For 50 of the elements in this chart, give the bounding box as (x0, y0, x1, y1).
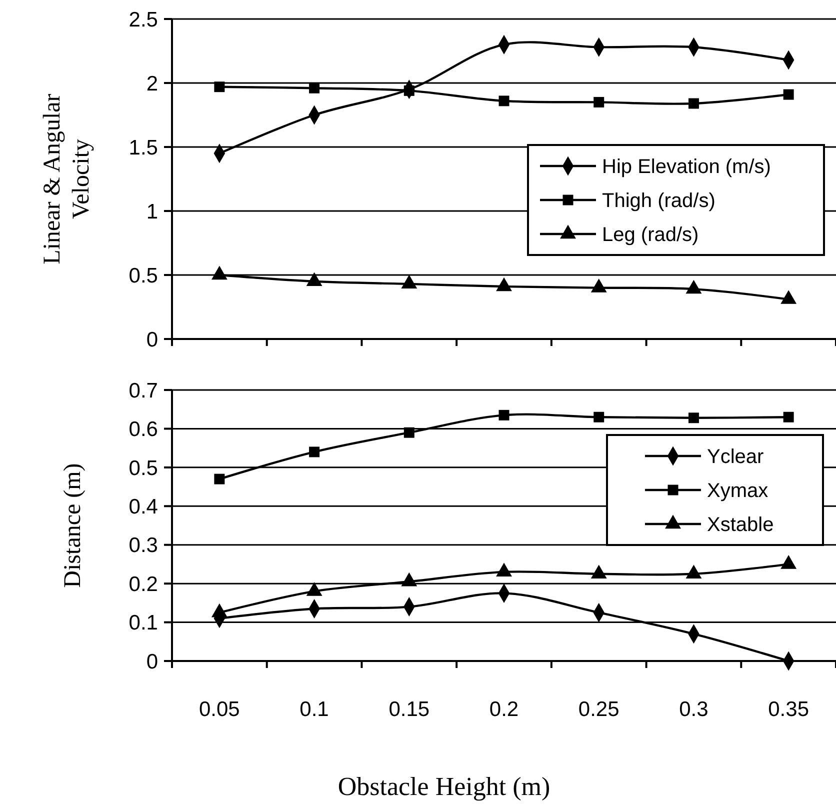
point (780, 290, 797, 304)
y-tick-label: 0.7 (128, 379, 158, 402)
point (783, 89, 794, 100)
y-tick-label: 0 (146, 328, 158, 352)
point (594, 412, 604, 422)
point (498, 410, 510, 420)
x-tick-label: 0.35 (768, 698, 810, 721)
y-tick-label: 0.5 (128, 264, 158, 288)
y-tick-label: 1.5 (128, 136, 158, 160)
y-axis-title: Distance (m) (60, 463, 86, 588)
y-tick-label: 2 (146, 72, 158, 96)
y-tick-label: 1 (146, 200, 158, 224)
legend-label: Xstable (707, 514, 774, 536)
point (309, 446, 320, 458)
y-tick-label: 0.1 (128, 612, 158, 635)
y-tick-label: 2.5 (128, 8, 158, 32)
x-tick-label: 0.3 (679, 698, 708, 721)
y-tick-label: 0.4 (128, 495, 158, 518)
point (686, 280, 702, 294)
point (214, 474, 225, 484)
legend-label: Yclear (707, 446, 764, 468)
y-tick-label: 0.3 (128, 534, 158, 558)
point (404, 427, 414, 438)
point (306, 272, 322, 286)
point (688, 98, 699, 109)
y-tick-label: 0.6 (128, 418, 158, 442)
x-tick-label: 0.15 (388, 698, 430, 721)
point (688, 412, 699, 424)
legend-label: Leg (rad/s) (602, 224, 699, 246)
point (498, 96, 510, 106)
y-tick-label: 0.5 (128, 456, 158, 480)
legend-label: Thigh (rad/s) (602, 190, 716, 212)
point (211, 266, 228, 280)
point (214, 82, 225, 92)
point (783, 412, 794, 422)
point (309, 82, 320, 94)
x-tick-label: 0.2 (489, 698, 519, 721)
y-tick-label: 0.2 (128, 572, 158, 596)
x-tick-label: 0.25 (578, 698, 620, 721)
x-tick-label: 0.05 (198, 698, 240, 721)
point (496, 277, 512, 292)
legend-label: Xymax (707, 480, 768, 502)
x-axis-title: Obstacle Height (m) (338, 772, 550, 801)
y-axis-title: Linear & Angular Velocity (40, 94, 94, 264)
y-tick-label: 0 (146, 650, 158, 674)
point (594, 96, 604, 108)
point (401, 274, 418, 289)
x-tick-label: 0.1 (300, 698, 329, 721)
point (590, 278, 607, 292)
legend-label: Hip Elevation (m/s) (602, 156, 771, 178)
